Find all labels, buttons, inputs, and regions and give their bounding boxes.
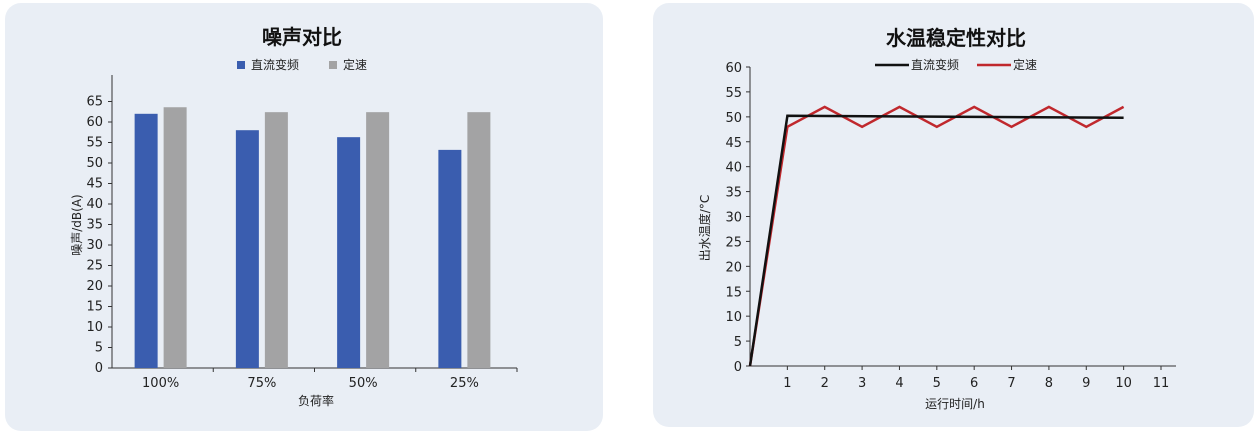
y-tick-label: 20 xyxy=(725,260,742,275)
x-tick-label: 50% xyxy=(349,376,378,391)
y-tick-label: 35 xyxy=(86,218,103,233)
y-tick-label: 55 xyxy=(86,136,103,151)
bar-1-1 xyxy=(264,112,288,368)
y-tick-label: 40 xyxy=(725,161,742,176)
noise-chart-panel: 噪声对比直流变频 定速 0 5 10 15 20 25 30 35 40 45 50 55 60 65 100%… xyxy=(5,3,603,431)
x-tick-label: 6 xyxy=(970,376,978,391)
y-tick-label: 60 xyxy=(725,61,742,76)
x-axis-title: 负荷率 xyxy=(298,393,334,408)
chart-title: 噪声对比 xyxy=(262,25,342,49)
series-line-1 xyxy=(748,105,1125,367)
y-axis-title: 出水温度/°C xyxy=(697,195,712,261)
y-tick-label: 10 xyxy=(86,320,103,335)
y-tick-label: 55 xyxy=(725,86,742,101)
legend-label-0: 直流变频 xyxy=(251,57,299,72)
y-tick-label: 35 xyxy=(725,186,742,201)
y-tick-label: 5 xyxy=(95,341,103,356)
x-tick-label: 10 xyxy=(1115,376,1132,391)
bar-1-3 xyxy=(467,112,491,368)
bar-0-1 xyxy=(235,130,259,368)
bar-1-0 xyxy=(163,107,187,369)
y-tick-label: 50 xyxy=(86,156,103,171)
y-tick-label: 50 xyxy=(725,111,742,126)
y-tick-label: 25 xyxy=(725,235,742,250)
series-line-0 xyxy=(748,114,1124,367)
y-tick-label: 30 xyxy=(86,238,103,253)
legend-label-1: 定速 xyxy=(1013,57,1037,72)
bar-0-2 xyxy=(337,137,361,368)
y-tick-label: 15 xyxy=(725,285,742,300)
x-axis-title: 运行时间/h xyxy=(925,397,985,411)
bar-1-2 xyxy=(366,112,390,368)
y-tick-label: 0 xyxy=(734,360,742,375)
y-tick-label: 45 xyxy=(86,177,103,192)
x-tick-label: 8 xyxy=(1045,376,1053,391)
x-tick-label: 25% xyxy=(450,376,479,391)
x-tick-label: 75% xyxy=(247,376,276,391)
y-tick-label: 20 xyxy=(86,279,103,294)
legend-swatch-0 xyxy=(237,61,245,69)
y-tick-label: 40 xyxy=(86,197,103,212)
y-tick-label: 25 xyxy=(86,259,103,274)
y-tick-label: 0 xyxy=(95,361,103,376)
x-tick-label: 9 xyxy=(1082,376,1090,391)
chart-title: 水温稳定性对比 xyxy=(886,26,1026,50)
x-tick-label: 3 xyxy=(858,376,866,391)
y-tick-label: 60 xyxy=(86,115,103,130)
y-tick-label: 15 xyxy=(86,300,103,315)
y-tick-label: 65 xyxy=(86,95,103,110)
legend-label-1: 定速 xyxy=(343,57,367,72)
bar-0-3 xyxy=(438,149,462,368)
y-axis-title: 噪声/dB(A) xyxy=(70,194,84,255)
x-tick-label: 1 xyxy=(783,376,791,391)
y-tick-label: 30 xyxy=(725,211,742,226)
x-tick-label: 4 xyxy=(895,376,903,391)
y-tick-label: 5 xyxy=(734,335,742,350)
bar-0-0 xyxy=(134,113,158,368)
water-temp-chart-panel: 水温稳定性对比 直流变频 定速 0 5 10 15 20 25 30 35 40 45 50 55 60 1 2 3… xyxy=(653,3,1254,427)
x-tick-label: 5 xyxy=(933,376,941,391)
x-tick-label: 7 xyxy=(1007,376,1015,391)
x-tick-label: 11 xyxy=(1153,376,1170,391)
y-tick-label: 10 xyxy=(725,310,742,325)
legend-label-0: 直流变频 xyxy=(911,57,959,72)
legend-swatch-1 xyxy=(329,61,337,69)
x-tick-label: 100% xyxy=(142,376,179,391)
x-tick-label: 2 xyxy=(821,376,829,391)
y-tick-label: 45 xyxy=(725,136,742,151)
